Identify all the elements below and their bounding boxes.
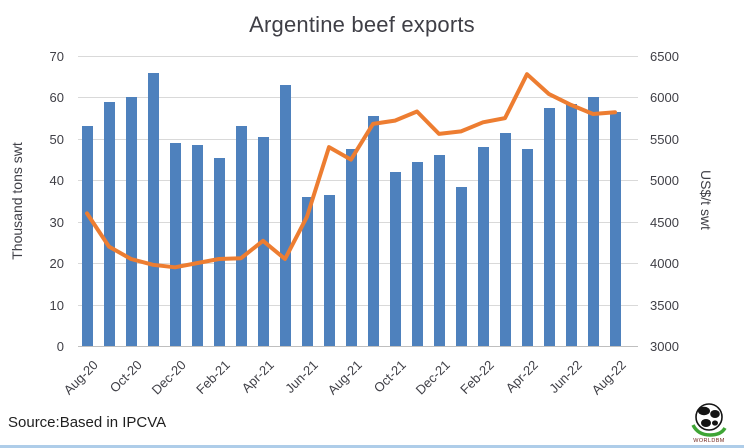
right-axis-title: US$/t swt [698, 170, 714, 230]
chart-title: Argentine beef exports [249, 12, 475, 37]
bar-Jul-21 [323, 194, 335, 346]
globe-logo: WORLDBM [691, 403, 727, 444]
bar-Apr-22 [521, 149, 533, 346]
y-tick-label-right: 5000 [650, 173, 679, 189]
bar-Apr-21 [257, 136, 269, 346]
y-tick-label-right: 4000 [650, 256, 679, 272]
gridline [78, 304, 638, 306]
logo-swoosh-icon [691, 424, 727, 437]
left-axis-title: Thousand tons swt [9, 142, 25, 260]
bar-Jun-22 [565, 103, 577, 346]
bar-Sep-21 [367, 116, 379, 346]
bar-Nov-21 [411, 161, 423, 346]
bar-Jan-21 [191, 145, 203, 346]
bar-Dec-21 [433, 155, 445, 346]
y-tick-label-left: 40 [49, 173, 64, 189]
y-tick-label-left: 0 [56, 339, 64, 354]
y-tick-label-right: 6000 [650, 90, 679, 106]
y-tick-label-right: 6500 [650, 49, 679, 64]
bar-Jun-21 [301, 196, 313, 346]
bar-Sep-20 [103, 101, 115, 346]
bar-Oct-20 [125, 97, 137, 346]
bar-Jan-22 [455, 186, 467, 346]
bar-May-21 [279, 85, 291, 346]
logo-text: WORLDBM [693, 438, 725, 444]
y-tick-label-right: 3000 [650, 339, 679, 354]
bottom-strip [0, 445, 744, 448]
bar-Aug-21 [345, 149, 357, 346]
source-note: Source:Based in IPCVA [8, 414, 167, 431]
y-tick-label-left: 70 [49, 49, 64, 64]
bar-Nov-20 [147, 72, 159, 346]
bar-May-22 [543, 107, 555, 346]
y-tick-label-right: 3500 [650, 297, 679, 313]
bar-Jul-22 [587, 97, 599, 346]
bar-Feb-22 [477, 147, 489, 346]
y-tick-label-right: 4500 [650, 214, 679, 230]
bar-Dec-20 [169, 143, 181, 346]
gridline [78, 346, 638, 347]
bar-Aug-22 [609, 111, 621, 346]
gridline [78, 56, 638, 57]
bar-Aug-20 [81, 126, 93, 346]
bar-Mar-21 [235, 126, 247, 346]
y-tick-label-left: 30 [49, 214, 64, 230]
y-tick-label-left: 10 [49, 297, 64, 313]
gridline [78, 97, 638, 99]
y-tick-label-left: 60 [49, 90, 64, 106]
bar-Oct-21 [389, 172, 401, 346]
bar-Mar-22 [499, 132, 511, 346]
y-tick-label-right: 5500 [650, 131, 679, 147]
y-tick-label-left: 20 [49, 256, 64, 272]
y-tick-label-left: 50 [49, 131, 64, 147]
bar-Feb-21 [213, 157, 225, 346]
